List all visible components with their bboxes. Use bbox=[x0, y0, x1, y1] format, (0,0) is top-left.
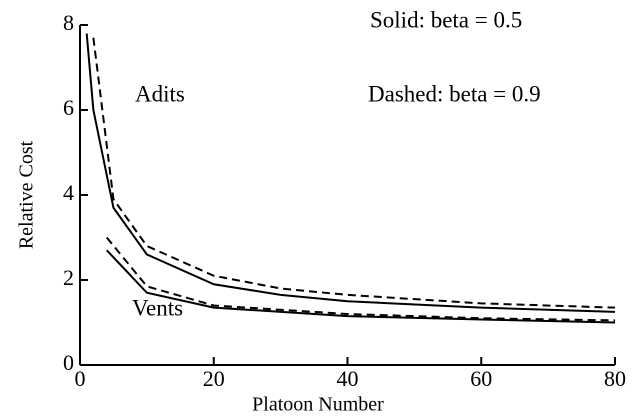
y-tick-label: 8 bbox=[63, 10, 74, 35]
x-tick-label: 80 bbox=[604, 366, 626, 391]
y-tick-label: 2 bbox=[63, 265, 74, 290]
y-axis-label: Relative Cost bbox=[16, 140, 38, 249]
x-tick-label: 0 bbox=[75, 366, 86, 391]
annotation: Adits bbox=[135, 81, 185, 106]
x-axis-label: Platoon Number bbox=[252, 394, 384, 416]
y-tick-label: 6 bbox=[63, 95, 74, 120]
y-tick-label: 4 bbox=[63, 180, 74, 205]
series-line bbox=[105, 236, 616, 322]
annotation: Solid: beta = 0.5 bbox=[370, 7, 522, 32]
series-line bbox=[106, 249, 616, 324]
series-line bbox=[85, 33, 616, 313]
x-tick-label: 20 bbox=[203, 366, 225, 391]
y-tick-label: 0 bbox=[63, 350, 74, 375]
annotation: Dashed: beta = 0.9 bbox=[368, 81, 541, 106]
x-tick-label: 40 bbox=[337, 366, 359, 391]
series-line bbox=[92, 37, 616, 309]
x-tick-label: 60 bbox=[470, 366, 492, 391]
